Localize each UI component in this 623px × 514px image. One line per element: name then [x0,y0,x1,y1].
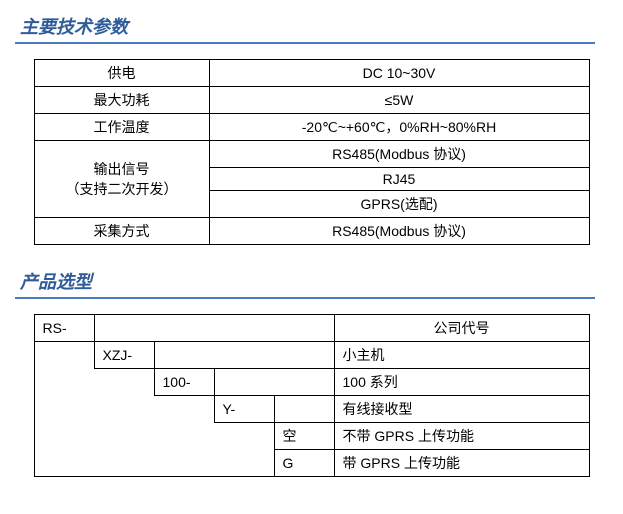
selection-table: RS- 公司代号 XZJ- 小主机 100- 100 系列 Y- 有线接收型 空… [34,314,590,477]
table-row: XZJ- 小主机 [34,342,589,369]
spec-value: -20℃~+60℃，0%RH~80%RH [209,114,589,141]
sel-empty [34,369,94,396]
selection-section-title: 产品选型 [15,265,595,299]
sel-empty [34,342,94,369]
table-row: 采集方式 RS485(Modbus 协议) [34,218,589,245]
spec-label: 供电 [34,60,209,87]
spec-value: ≤5W [209,87,589,114]
table-row: RS- 公司代号 [34,315,589,342]
spec-label: 最大功耗 [34,87,209,114]
sel-empty [214,450,274,477]
sel-empty [94,315,334,342]
output-label-line1: 输出信号 [43,159,201,179]
spec-label: 输出信号 （支持二次开发） [34,141,209,218]
sel-desc: 100 系列 [334,369,589,396]
spec-value: DC 10~30V [209,60,589,87]
sel-desc: 不带 GPRS 上传功能 [334,423,589,450]
spec-label: 采集方式 [34,218,209,245]
sel-code: 空 [274,423,334,450]
table-row: G 带 GPRS 上传功能 [34,450,589,477]
sel-desc: 有线接收型 [334,396,589,423]
sel-code: G [274,450,334,477]
table-row: 供电 DC 10~30V [34,60,589,87]
spec-value: GPRS(选配) [209,191,589,218]
sel-desc: 公司代号 [334,315,589,342]
sel-empty [94,396,154,423]
sel-empty [274,396,334,423]
specs-table: 供电 DC 10~30V 最大功耗 ≤5W 工作温度 -20℃~+60℃，0%R… [34,59,590,245]
sel-empty [94,369,154,396]
sel-empty [154,342,334,369]
sel-code: 100- [154,369,214,396]
table-row: Y- 有线接收型 [34,396,589,423]
table-row: 空 不带 GPRS 上传功能 [34,423,589,450]
table-row: 工作温度 -20℃~+60℃，0%RH~80%RH [34,114,589,141]
spec-value: RS485(Modbus 协议) [209,218,589,245]
sel-empty [154,423,214,450]
sel-empty [94,450,154,477]
sel-empty [154,396,214,423]
table-row: 100- 100 系列 [34,369,589,396]
sel-code: XZJ- [94,342,154,369]
specs-section-title: 主要技术参数 [15,10,595,44]
sel-empty [214,369,334,396]
table-row: 最大功耗 ≤5W [34,87,589,114]
output-label-line2: （支持二次开发） [43,179,201,199]
sel-desc: 小主机 [334,342,589,369]
sel-empty [34,450,94,477]
sel-empty [214,423,274,450]
spec-value: RS485(Modbus 协议) [209,141,589,168]
spec-value: RJ45 [209,168,589,191]
sel-empty [34,423,94,450]
sel-empty [34,396,94,423]
table-row: 输出信号 （支持二次开发） RS485(Modbus 协议) [34,141,589,168]
sel-empty [94,423,154,450]
sel-code: Y- [214,396,274,423]
sel-desc: 带 GPRS 上传功能 [334,450,589,477]
sel-empty [154,450,214,477]
spec-label: 工作温度 [34,114,209,141]
sel-code: RS- [34,315,94,342]
